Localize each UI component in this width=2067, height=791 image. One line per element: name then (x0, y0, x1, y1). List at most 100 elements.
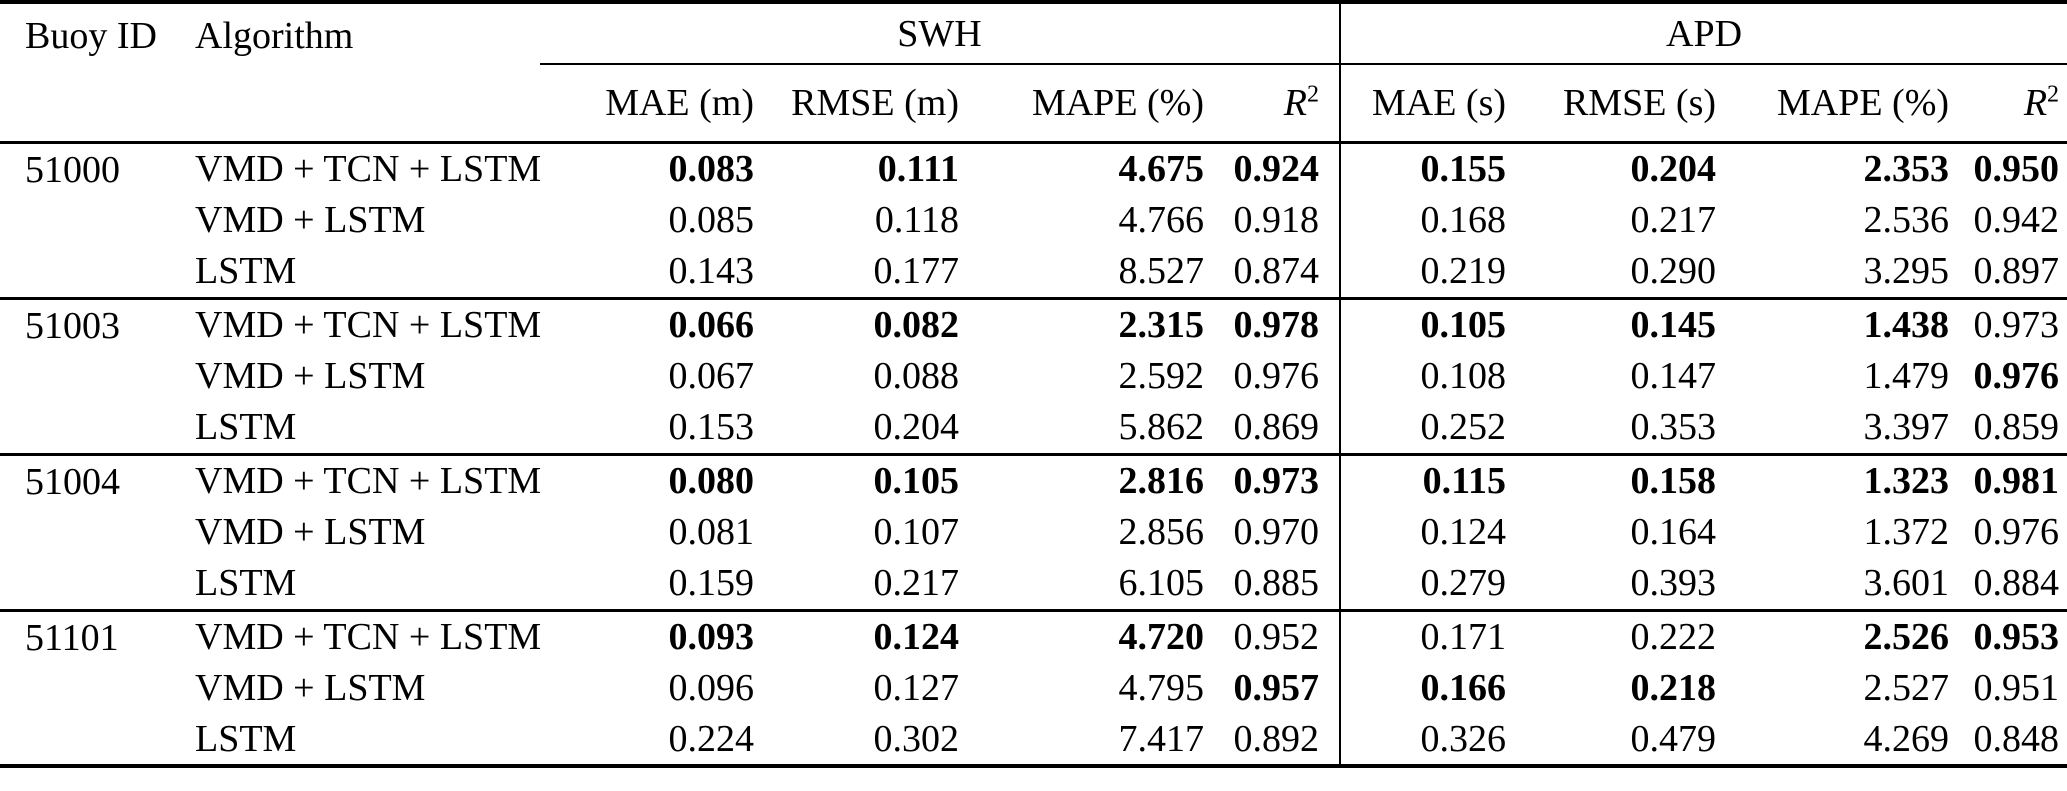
metric-value-cell: 0.393 (1630, 562, 1717, 605)
buoy-id-cell: 51101 (0, 608, 170, 766)
metric-value-cell: 2.816 (965, 452, 1210, 506)
table-header: Buoy ID Algorithm SWH APD MAE (m) RMSE (… (0, 2, 2067, 144)
metric-value-cell: 0.145 (1512, 296, 1723, 350)
table-row: VMD + LSTM 0.085 0.118 4.766 0.918 0.168 0.217… (0, 194, 2067, 246)
table-row: LSTM 0.159 0.217 6.105 0.885 0.279 0.393 3.601 0… (0, 558, 2067, 610)
algorithm-cell: VMD + LSTM (195, 355, 426, 397)
metric-value-cell: 0.952 (1210, 608, 1341, 662)
metric-value-cell: 0.143 (668, 250, 755, 293)
metric-value-cell: 1.323 (1722, 452, 1956, 506)
metric-value-cell: 0.859 (1973, 406, 2060, 449)
results-table: Buoy ID Algorithm SWH APD MAE (m) RMSE (… (0, 0, 2067, 768)
metric-value-cell: 0.976 (1233, 355, 1320, 397)
swh-r2-header: R2 (1210, 64, 1341, 144)
metric-value-cell: 0.147 (1630, 355, 1717, 397)
metric-value-cell: 2.856 (1118, 511, 1205, 553)
metric-value-cell: 0.252 (1339, 402, 1513, 454)
metric-value-cell: 0.159 (668, 562, 755, 605)
metric-value-cell: 4.766 (1118, 199, 1205, 241)
algorithm-cell: VMD + TCN + LSTM (170, 296, 541, 350)
metric-value-cell: 0.973 (1955, 296, 2067, 350)
metric-value-cell: 0.096 (668, 667, 755, 709)
metric-value-cell: 0.224 (668, 718, 755, 760)
buoy-id-header: Buoy ID (0, 2, 170, 144)
metric-value-cell: 0.067 (668, 355, 755, 397)
table-row: LSTM 0.224 0.302 7.417 0.892 0.326 0.479 4.269 0… (0, 714, 2067, 766)
metric-value-cell: 0.978 (1210, 296, 1341, 350)
metric-value-cell: 0.353 (1630, 406, 1717, 449)
table-row: 51000 VMD + TCN + LSTM 0.083 0.111 4.675 0.92… (0, 140, 2067, 298)
metric-value-cell: 0.884 (1973, 562, 2060, 605)
buoy-id-cell: 51000 (0, 140, 170, 298)
metric-value-cell: 0.083 (540, 140, 760, 194)
table-row: 51003 VMD + TCN + LSTM 0.066 0.082 2.315 0.97… (0, 296, 2067, 454)
metric-value-cell: 0.105 (1339, 296, 1513, 350)
r-squared-symbol: R (2023, 81, 2048, 124)
metric-value-cell: 4.720 (965, 608, 1210, 662)
metric-value-cell: 0.082 (760, 296, 965, 350)
buoy-id-cell: 51004 (0, 452, 170, 610)
table-body: 51000 VMD + TCN + LSTM 0.083 0.111 4.675 0.92… (0, 140, 2067, 766)
metric-value-cell: 0.093 (540, 608, 760, 662)
metric-value-cell: 0.080 (540, 452, 760, 506)
algorithm-cell: LSTM (195, 406, 297, 449)
table-row: VMD + LSTM 0.067 0.088 2.592 0.976 0.108 0.147… (0, 350, 2067, 402)
metric-value-cell: 1.438 (1722, 296, 1956, 350)
metric-value-cell: 2.353 (1722, 140, 1956, 194)
metric-value-cell: 0.177 (873, 250, 960, 293)
metric-value-cell: 0.158 (1512, 452, 1723, 506)
metric-value-cell: 0.326 (1339, 714, 1513, 766)
metric-value-cell: 0.973 (1210, 452, 1341, 506)
metric-value-cell: 0.124 (1339, 506, 1513, 558)
swh-mape-header: MAPE (%) (965, 64, 1210, 144)
algorithm-cell: VMD + LSTM (195, 667, 426, 709)
metric-value-cell: 4.795 (1118, 667, 1205, 709)
metric-value-cell: 5.862 (1118, 406, 1205, 449)
table-row: VMD + LSTM 0.096 0.127 4.795 0.957 0.166 0.218… (0, 662, 2067, 714)
algorithm-cell: LSTM (195, 250, 297, 293)
header-row-groups: Buoy ID Algorithm SWH APD (0, 2, 2067, 144)
metric-value-cell: 0.171 (1339, 608, 1513, 662)
metric-value-cell: 0.066 (540, 296, 760, 350)
swh-rmse-header: RMSE (m) (760, 64, 965, 144)
apd-r2-header: R2 (1955, 64, 2067, 144)
metric-value-cell: 0.885 (1233, 562, 1320, 605)
metric-value-cell: 0.111 (760, 140, 965, 194)
metric-value-cell: 0.874 (1233, 250, 1320, 293)
algorithm-cell: VMD + LSTM (195, 199, 426, 241)
r-squared-symbol: R (1283, 81, 1308, 124)
metric-value-cell: 0.976 (1973, 511, 2060, 553)
buoy-id-cell: 51003 (0, 296, 170, 454)
metric-value-cell: 0.924 (1210, 140, 1341, 194)
metric-value-cell: 0.479 (1630, 718, 1717, 760)
algorithm-cell: VMD + TCN + LSTM (170, 608, 541, 662)
metric-value-cell: 4.269 (1863, 718, 1950, 760)
metric-value-cell: 2.315 (965, 296, 1210, 350)
metric-value-cell: 0.302 (873, 718, 960, 760)
metric-value-cell: 0.081 (668, 511, 755, 553)
metric-value-cell: 7.417 (1118, 718, 1205, 760)
metric-value-cell: 0.942 (1973, 199, 2060, 241)
table-row: 51004 VMD + TCN + LSTM 0.080 0.105 2.816 0.97… (0, 452, 2067, 610)
metric-value-cell: 0.217 (873, 562, 960, 605)
metric-value-cell: 3.397 (1863, 406, 1950, 449)
metric-value-cell: 0.085 (668, 199, 755, 241)
metric-value-cell: 0.155 (1339, 140, 1513, 194)
metric-value-cell: 2.536 (1863, 199, 1950, 241)
metric-value-cell: 0.957 (1233, 667, 1320, 709)
algorithm-cell: VMD + TCN + LSTM (170, 140, 541, 194)
metric-value-cell: 0.918 (1233, 199, 1320, 241)
metric-value-cell: 2.526 (1722, 608, 1956, 662)
metric-value-cell: 0.218 (1630, 667, 1717, 709)
table-row: LSTM 0.153 0.204 5.862 0.869 0.252 0.353 3.397 0… (0, 402, 2067, 454)
metric-value-cell: 0.217 (1630, 199, 1717, 241)
metric-value-cell: 0.204 (873, 406, 960, 449)
metric-value-cell: 0.124 (760, 608, 965, 662)
metric-value-cell: 0.153 (668, 406, 755, 449)
metric-value-cell: 0.981 (1955, 452, 2067, 506)
metric-value-cell: 3.601 (1863, 562, 1950, 605)
metric-value-cell: 0.970 (1233, 511, 1320, 553)
apd-mape-header: MAPE (%) (1722, 64, 1956, 144)
swh-mae-header: MAE (m) (540, 64, 760, 144)
metric-value-cell: 0.953 (1955, 608, 2067, 662)
